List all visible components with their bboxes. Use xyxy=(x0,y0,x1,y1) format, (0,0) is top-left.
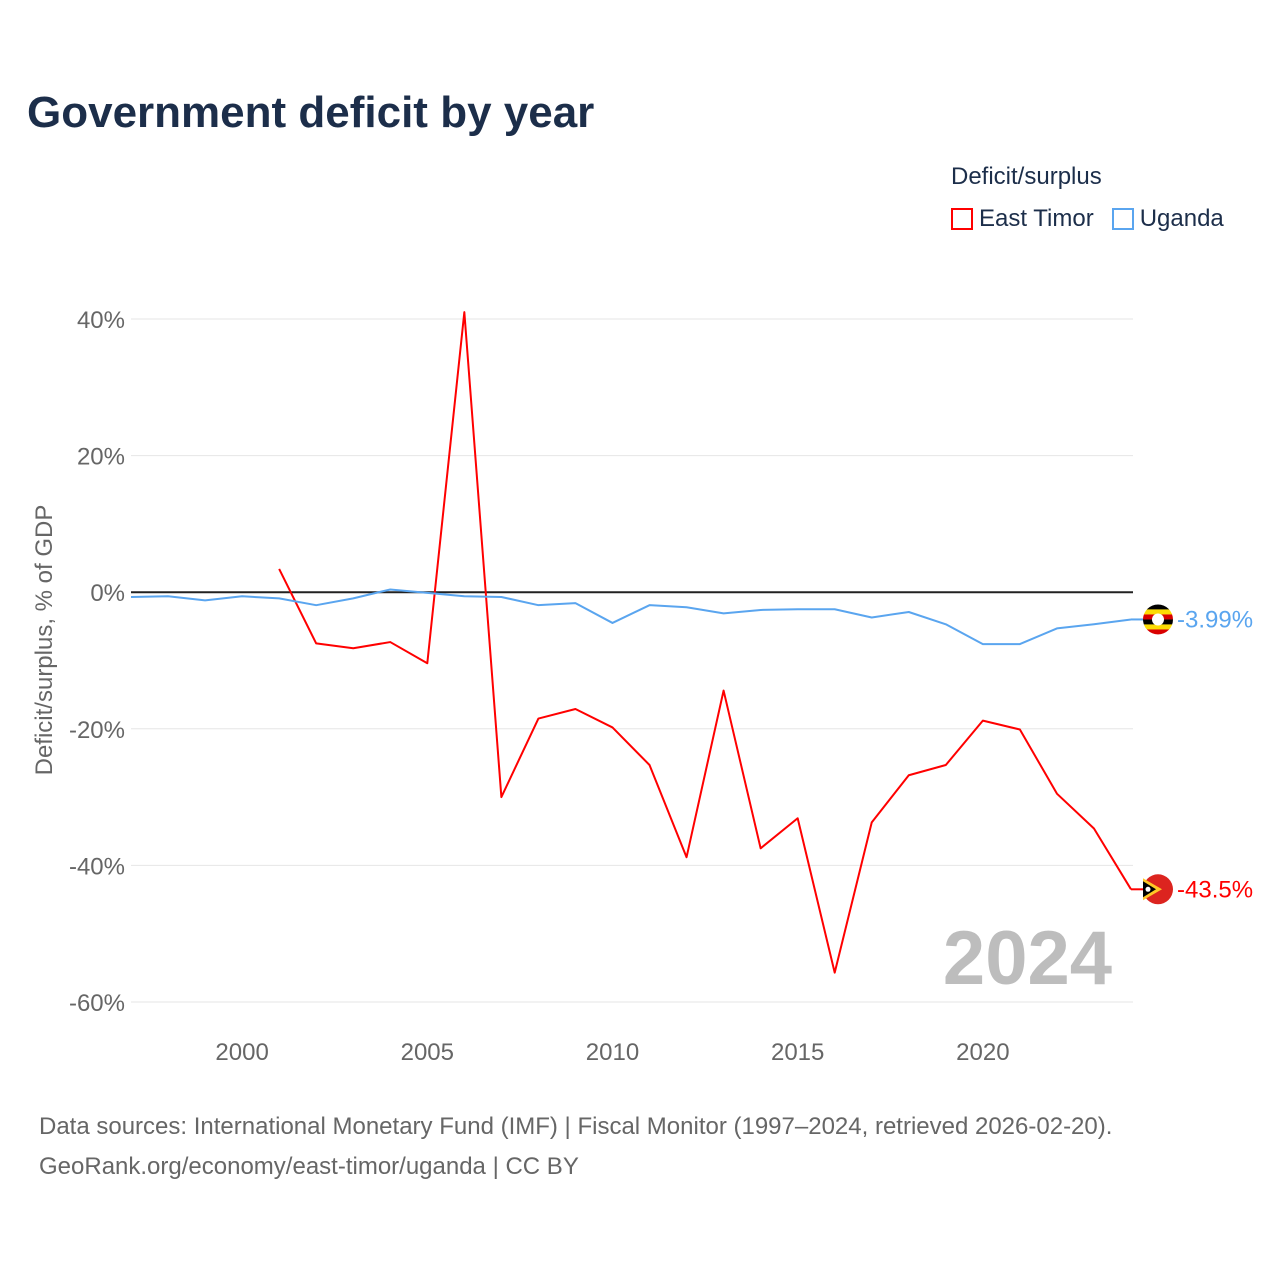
source-note: Data sources: International Monetary Fun… xyxy=(39,1107,1112,1187)
x-tick-label: 2000 xyxy=(215,1039,268,1066)
end-value-label: -3.99% xyxy=(1177,606,1253,633)
y-tick-label: 40% xyxy=(77,307,125,334)
x-tick-label: 2010 xyxy=(586,1039,639,1066)
x-tick-label: 2005 xyxy=(401,1039,454,1066)
y-tick-label: -60% xyxy=(69,990,125,1017)
uganda-flag-icon xyxy=(1143,624,1173,630)
y-axis-label: Deficit/surplus, % of GDP xyxy=(31,505,58,776)
legend-swatch xyxy=(951,208,973,230)
y-tick-label: -40% xyxy=(69,853,125,880)
y-tick-label: -20% xyxy=(69,717,125,744)
uganda-flag-icon xyxy=(1143,629,1173,635)
y-tick-label: 0% xyxy=(90,580,125,607)
east-timor-flag-icon xyxy=(1145,886,1151,892)
series-line-east-timor xyxy=(278,311,1132,974)
legend-item-east-timor[interactable]: East Timor xyxy=(951,205,1094,233)
series-line-uganda xyxy=(130,588,1132,646)
legend-label: Uganda xyxy=(1139,205,1224,232)
source-line-1: Data sources: International Monetary Fun… xyxy=(39,1113,1113,1140)
end-value-label: -43.5% xyxy=(1177,876,1253,903)
x-tick-label: 2015 xyxy=(771,1039,824,1066)
chart-title: Government deficit by year xyxy=(27,88,595,137)
uganda-flag-icon xyxy=(1152,613,1164,626)
uganda-flag-icon xyxy=(1143,609,1173,615)
legend: East Timor Uganda xyxy=(951,205,1224,233)
y-tick-label: 20% xyxy=(77,444,125,471)
uganda-flag-icon xyxy=(1143,604,1173,610)
legend-title: Deficit/surplus xyxy=(951,163,1102,190)
x-tick-label: 2020 xyxy=(956,1039,1009,1066)
year-watermark: 2024 xyxy=(943,916,1112,1001)
legend-swatch xyxy=(1111,208,1134,230)
source-line-2[interactable]: GeoRank.org/economy/east-timor/uganda | … xyxy=(39,1153,579,1180)
legend-item-uganda[interactable]: Uganda xyxy=(1111,205,1224,233)
legend-label: East Timor xyxy=(979,205,1094,232)
